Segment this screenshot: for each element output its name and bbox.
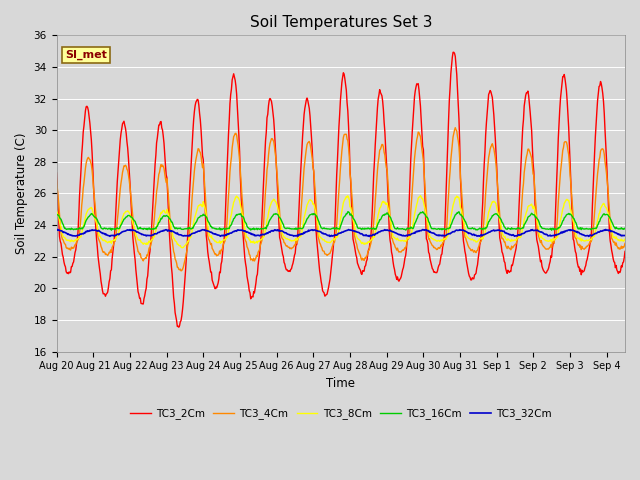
TC3_2Cm xyxy=(621,249,629,254)
TC3_4Cm xyxy=(177,268,185,274)
TC3_8Cm xyxy=(433,238,440,244)
TC3_2Cm xyxy=(225,132,232,137)
TC3_4Cm xyxy=(275,186,282,192)
TC3_32Cm xyxy=(275,228,282,234)
Y-axis label: Soil Temperature (C): Soil Temperature (C) xyxy=(15,132,28,254)
TC3_2Cm xyxy=(253,274,260,279)
TC3_2Cm xyxy=(450,49,458,55)
TC3_32Cm xyxy=(365,234,373,240)
TC3_8Cm xyxy=(52,208,60,214)
TC3_8Cm xyxy=(275,207,282,213)
TC3_8Cm xyxy=(120,213,127,218)
TC3_8Cm xyxy=(400,238,408,244)
TC3_2Cm xyxy=(400,261,408,266)
Title: Soil Temperatures Set 3: Soil Temperatures Set 3 xyxy=(250,15,432,30)
TC3_32Cm xyxy=(401,233,409,239)
TC3_8Cm xyxy=(225,228,232,234)
TC3_8Cm xyxy=(179,245,186,251)
TC3_4Cm xyxy=(253,252,260,258)
TC3_4Cm xyxy=(451,125,459,131)
TC3_2Cm xyxy=(52,170,60,176)
TC3_4Cm xyxy=(120,167,127,172)
TC3_8Cm xyxy=(253,239,260,244)
TC3_2Cm xyxy=(275,200,282,206)
Text: SI_met: SI_met xyxy=(65,49,107,60)
Line: TC3_8Cm: TC3_8Cm xyxy=(56,196,625,248)
TC3_2Cm xyxy=(120,120,127,125)
TC3_8Cm xyxy=(621,236,629,242)
TC3_4Cm xyxy=(225,193,232,199)
TC3_32Cm xyxy=(120,228,128,234)
TC3_4Cm xyxy=(621,240,629,246)
TC3_16Cm xyxy=(52,211,60,217)
TC3_8Cm xyxy=(417,193,424,199)
Line: TC3_2Cm: TC3_2Cm xyxy=(56,52,625,327)
Line: TC3_4Cm: TC3_4Cm xyxy=(56,128,625,271)
TC3_4Cm xyxy=(400,246,408,252)
TC3_16Cm xyxy=(455,209,463,215)
TC3_32Cm xyxy=(225,231,232,237)
TC3_4Cm xyxy=(432,246,440,252)
TC3_16Cm xyxy=(224,226,232,231)
TC3_16Cm xyxy=(252,226,260,232)
TC3_16Cm xyxy=(273,212,281,217)
Legend: TC3_2Cm, TC3_4Cm, TC3_8Cm, TC3_16Cm, TC3_32Cm: TC3_2Cm, TC3_4Cm, TC3_8Cm, TC3_16Cm, TC3… xyxy=(125,404,556,423)
TC3_16Cm xyxy=(399,227,407,232)
TC3_4Cm xyxy=(52,177,60,182)
TC3_32Cm xyxy=(621,233,629,239)
TC3_32Cm xyxy=(52,227,60,233)
Line: TC3_32Cm: TC3_32Cm xyxy=(56,229,625,237)
TC3_32Cm xyxy=(253,232,260,238)
TC3_2Cm xyxy=(432,270,440,276)
X-axis label: Time: Time xyxy=(326,377,355,390)
TC3_2Cm xyxy=(175,324,182,330)
Line: TC3_16Cm: TC3_16Cm xyxy=(56,212,625,230)
TC3_16Cm xyxy=(548,228,556,233)
TC3_16Cm xyxy=(431,226,439,231)
TC3_32Cm xyxy=(433,232,440,238)
TC3_16Cm xyxy=(621,225,629,231)
TC3_32Cm xyxy=(53,227,61,232)
TC3_16Cm xyxy=(120,218,127,224)
